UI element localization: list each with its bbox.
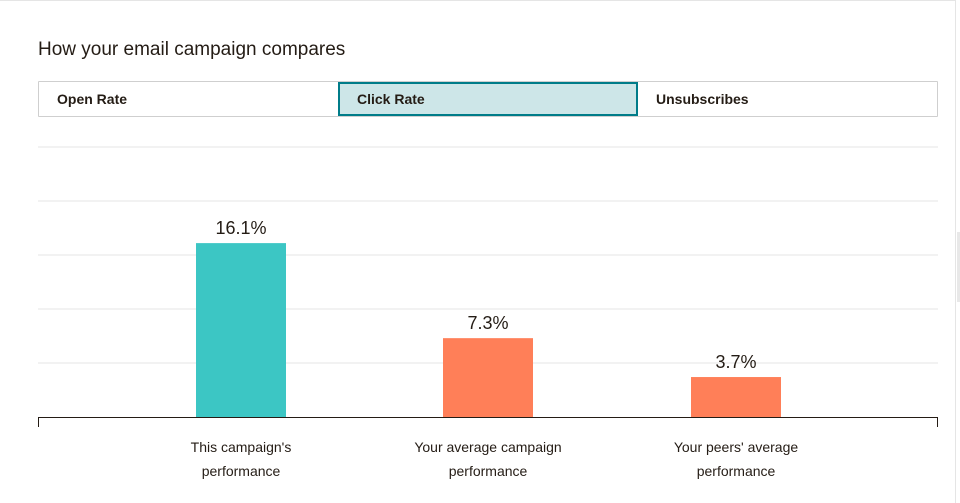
- section-title: How your email campaign compares: [38, 39, 346, 60]
- x-tick-label: performance: [697, 463, 776, 479]
- bar-value-label: 7.3%: [467, 313, 508, 333]
- tab-unsubscribes[interactable]: Unsubscribes: [638, 82, 937, 116]
- bar-value-label: 3.7%: [715, 352, 756, 372]
- x-tick-label: performance: [202, 463, 281, 479]
- bar: [196, 243, 286, 417]
- bar-value-label: 16.1%: [215, 218, 266, 238]
- x-tick-label: This campaign's: [191, 439, 292, 455]
- bar: [691, 377, 781, 417]
- tab-click-rate[interactable]: Click Rate: [338, 82, 638, 116]
- bar: [443, 338, 533, 417]
- x-tick-label: Your average campaign: [414, 439, 561, 455]
- comparison-bar-chart: 16.1% This campaign's performance 7.3% Your …: [38, 146, 938, 479]
- scrollbar-track[interactable]: [957, 232, 960, 302]
- x-tick-label: performance: [449, 463, 528, 479]
- metric-tabs: Open Rate Click Rate Unsubscribes: [38, 81, 938, 117]
- x-tick-label: Your peers' average: [674, 439, 799, 455]
- tab-open-rate[interactable]: Open Rate: [39, 82, 338, 116]
